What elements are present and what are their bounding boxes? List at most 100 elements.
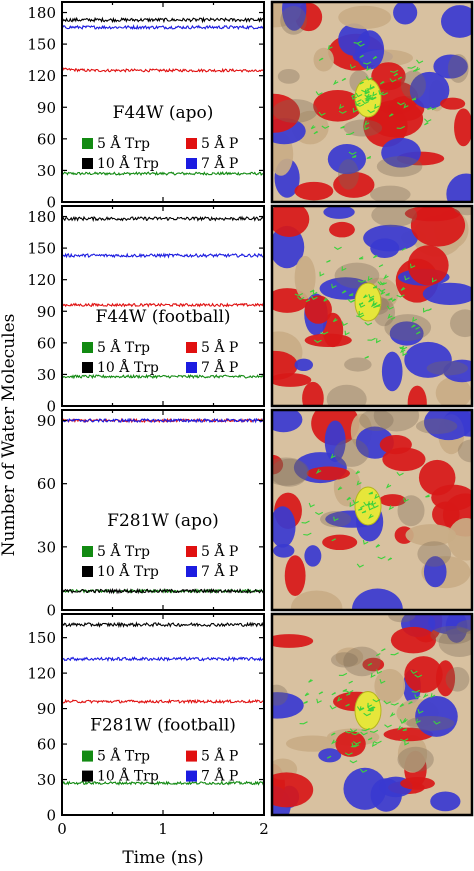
water-molecule <box>315 91 323 96</box>
surface-render <box>272 206 472 406</box>
water-molecule <box>369 729 379 733</box>
surface-shadow <box>376 156 423 177</box>
water-molecule <box>374 494 380 500</box>
water-molecule <box>351 154 357 158</box>
surface-patch <box>423 556 447 588</box>
surface-patch <box>445 614 468 643</box>
y-tick-label: 60 <box>37 475 56 493</box>
surface-patch <box>446 173 472 202</box>
x-tick-label: 2 <box>259 820 269 838</box>
legend-swatch <box>186 750 197 762</box>
surface-patch <box>441 5 472 38</box>
water-molecule <box>357 279 366 283</box>
legend-label: 7 Å P <box>201 154 238 172</box>
surface-patch <box>407 385 427 406</box>
water-molecule <box>368 294 375 299</box>
surface-shadow <box>397 495 425 527</box>
surface-patch <box>285 735 340 752</box>
water-molecule <box>349 502 355 508</box>
surface-patch <box>304 295 332 324</box>
water-molecule <box>364 355 369 359</box>
surface-patch <box>374 668 406 704</box>
panel-title: F44W (apo) <box>113 103 214 123</box>
water-molecule <box>331 538 336 542</box>
water-molecule <box>346 692 351 696</box>
water-molecule <box>367 663 373 666</box>
water-molecule <box>346 496 352 501</box>
panel-title: F44W (football) <box>95 307 230 327</box>
water-molecule <box>348 680 353 684</box>
x-axis-label: Time (ns) <box>122 848 203 868</box>
water-molecule <box>337 486 343 491</box>
y-tick-label: 0 <box>46 194 56 212</box>
water-molecule <box>312 290 318 296</box>
y-tick-label: 30 <box>37 162 56 180</box>
water-molecule <box>388 505 394 511</box>
legend-label: 5 Å P <box>201 747 238 765</box>
water-molecule <box>352 107 358 113</box>
surface-patch <box>404 341 452 378</box>
water-molecule <box>326 259 331 263</box>
water-molecule <box>372 55 378 60</box>
surface-shadow <box>456 619 472 634</box>
water-molecule <box>297 296 305 301</box>
y-tick-label: 90 <box>37 412 56 430</box>
water-molecule <box>422 693 429 699</box>
legend-swatch <box>186 566 197 577</box>
legend-label: 10 Å Trp <box>97 562 159 580</box>
water-molecule <box>313 339 322 343</box>
water-molecule <box>366 86 375 90</box>
water-molecule <box>361 510 367 514</box>
water-molecule <box>416 59 424 64</box>
water-molecule <box>367 705 374 710</box>
surface-shadow <box>337 159 359 190</box>
series-line-3 <box>61 587 265 595</box>
water-molecule <box>347 298 355 303</box>
surface-patch <box>294 181 334 201</box>
water-molecule <box>338 110 347 114</box>
legend-label: 10 Å Trp <box>97 767 159 785</box>
water-molecule <box>377 556 386 560</box>
water-molecule <box>355 470 361 475</box>
water-molecule <box>359 768 368 773</box>
legend-label: 5 Å Trp <box>97 542 150 560</box>
water-molecule <box>379 92 389 96</box>
water-molecule <box>397 725 403 731</box>
surface-patch <box>338 5 392 30</box>
plot-frame <box>61 409 265 611</box>
y-tick-label: 90 <box>37 700 56 718</box>
surface-patch <box>400 777 435 790</box>
water-molecule <box>415 718 421 724</box>
surface-shadow <box>373 410 420 432</box>
water-molecule <box>409 263 416 269</box>
surface-patch <box>435 376 472 406</box>
surface-patch <box>272 93 300 133</box>
water-molecule <box>411 324 416 328</box>
water-molecule <box>390 702 399 706</box>
surface-patch <box>327 144 367 175</box>
surface-shadow <box>384 314 432 341</box>
water-molecule <box>361 100 370 105</box>
water-molecule <box>349 760 358 764</box>
water-molecule <box>403 497 409 503</box>
surface-shadow <box>277 68 300 84</box>
y-tick-label: 180 <box>27 208 56 226</box>
legend-swatch <box>82 770 93 782</box>
series-line-3 <box>61 215 265 223</box>
water-molecule <box>310 125 316 130</box>
water-molecule <box>404 740 410 746</box>
structure-image-4 <box>270 612 474 817</box>
water-molecule <box>313 130 319 135</box>
water-molecule <box>400 348 406 354</box>
surface-patch <box>431 484 472 511</box>
surface-patch <box>430 791 461 812</box>
water-molecule <box>415 326 420 330</box>
water-molecule <box>294 293 303 297</box>
y-tick-label: 0 <box>46 398 56 416</box>
water-molecule <box>365 98 370 102</box>
series-line-2 <box>61 302 265 308</box>
surface-shadow <box>417 541 452 567</box>
water-molecule <box>367 109 375 114</box>
panel-title: F281W (apo) <box>107 511 219 531</box>
water-molecule <box>399 703 405 708</box>
